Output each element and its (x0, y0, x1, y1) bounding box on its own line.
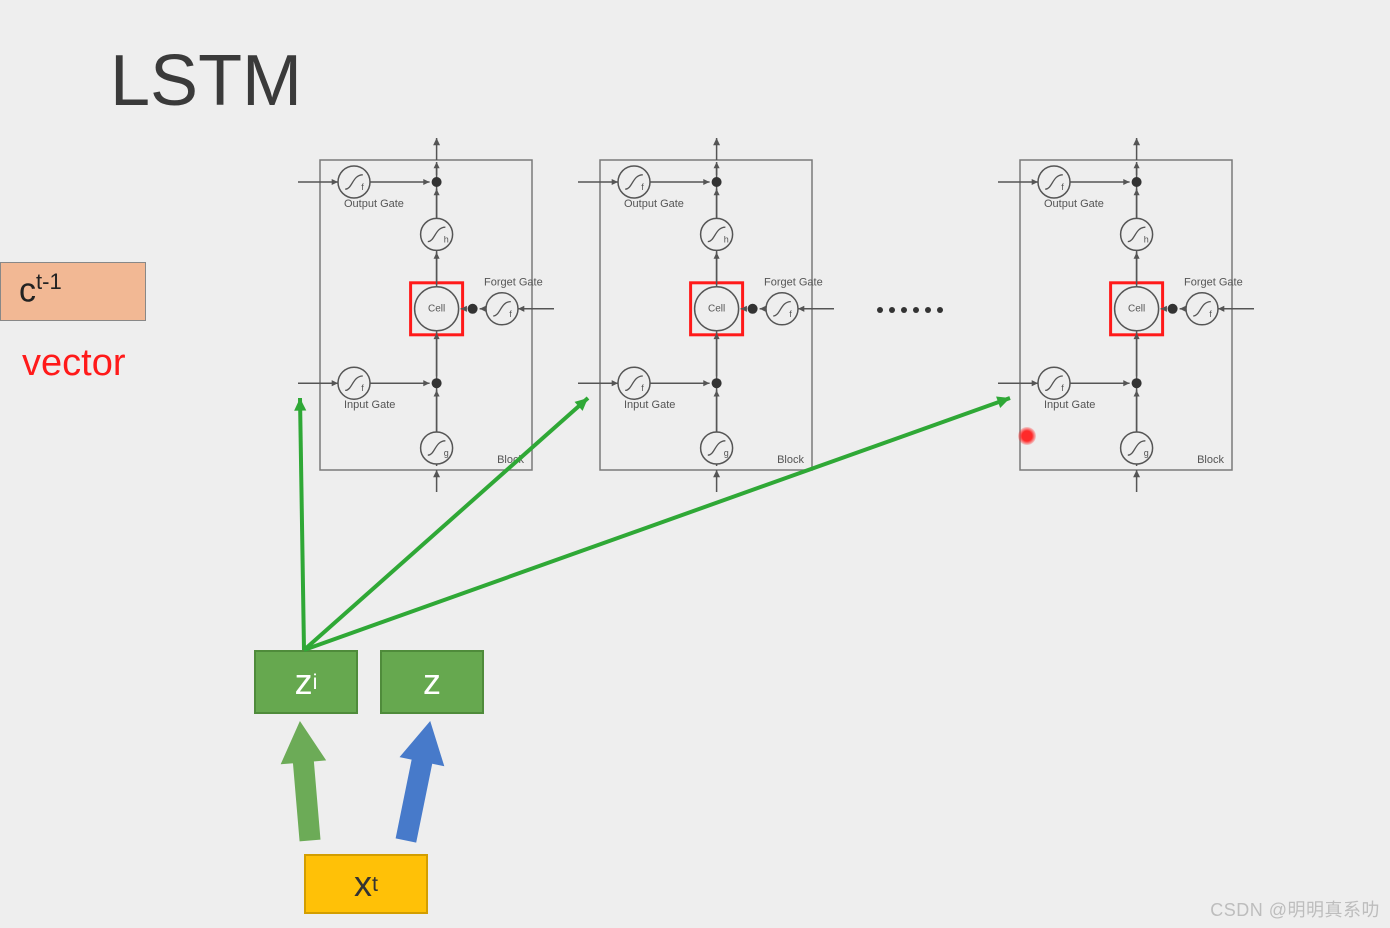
x-t-super: t (372, 871, 378, 897)
svg-text:Block: Block (497, 454, 524, 466)
watermark: CSDN @明明真系叻 (1210, 896, 1380, 922)
svg-text:Output Gate: Output Gate (624, 198, 684, 210)
svg-text:Forget Gate: Forget Gate (484, 277, 543, 289)
svg-text:h: h (444, 234, 449, 244)
svg-text:Cell: Cell (708, 303, 725, 314)
z-i-super: i (313, 669, 318, 695)
diagram-stage: g f Input Gate Cell f Forget Gate h f Output Gat… (0, 0, 1390, 928)
z-base: z (423, 661, 441, 703)
svg-text:Block: Block (1197, 454, 1224, 466)
svg-text:g: g (444, 448, 449, 458)
svg-text:f: f (1061, 182, 1064, 192)
x-t-box: xt (304, 854, 428, 914)
svg-text:Input Gate: Input Gate (344, 399, 395, 411)
c-prev-super: t-1 (36, 269, 62, 294)
svg-text:f: f (1061, 383, 1064, 393)
svg-text:h: h (1144, 234, 1149, 244)
svg-text:f: f (361, 383, 364, 393)
page-title: LSTM (110, 40, 302, 122)
svg-text:Block: Block (777, 454, 804, 466)
svg-text:Input Gate: Input Gate (1044, 399, 1095, 411)
lstm-cell-block: g f Input Gate Cell f Forget Gate h f Output Gat… (998, 138, 1254, 492)
z-i-box: zi (254, 650, 358, 714)
svg-text:Forget Gate: Forget Gate (764, 277, 823, 289)
pointer-icon (1018, 427, 1036, 445)
c-prev-base: c (19, 271, 36, 309)
svg-text:Cell: Cell (1128, 303, 1145, 314)
svg-text:f: f (641, 182, 644, 192)
z-i-base: z (295, 661, 313, 703)
svg-text:h: h (724, 234, 729, 244)
svg-text:Cell: Cell (428, 303, 445, 314)
svg-text:g: g (724, 448, 729, 458)
z-box: z (380, 650, 484, 714)
lstm-cell-block: g f Input Gate Cell f Forget Gate h f Output Gat… (298, 138, 554, 492)
svg-text:g: g (1144, 448, 1149, 458)
lstm-cell-block: g f Input Gate Cell f Forget Gate h f Output Gat… (578, 138, 834, 492)
vector-label: vector (22, 342, 125, 385)
svg-text:Output Gate: Output Gate (344, 198, 404, 210)
svg-text:f: f (1209, 309, 1212, 319)
svg-text:f: f (509, 309, 512, 319)
svg-text:Output Gate: Output Gate (1044, 198, 1104, 210)
svg-text:f: f (641, 383, 644, 393)
x-t-base: x (354, 863, 372, 905)
svg-text:Forget Gate: Forget Gate (1184, 277, 1243, 289)
svg-text:Input Gate: Input Gate (624, 399, 675, 411)
svg-text:f: f (361, 182, 364, 192)
c-prev-badge: ct-1 (0, 262, 146, 321)
svg-text:f: f (789, 309, 792, 319)
